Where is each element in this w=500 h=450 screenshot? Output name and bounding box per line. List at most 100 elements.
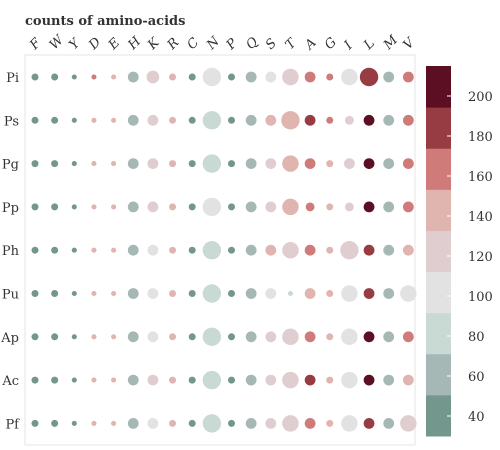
dot xyxy=(305,202,315,212)
dot xyxy=(31,333,39,341)
dot xyxy=(188,73,196,81)
dot xyxy=(31,160,39,168)
dot xyxy=(383,288,395,299)
dot xyxy=(265,288,277,299)
dot xyxy=(228,203,235,211)
dot xyxy=(400,285,417,302)
colorbar-tick-label: 100 xyxy=(468,290,493,305)
colorbar-band xyxy=(426,148,451,190)
dot xyxy=(363,418,375,429)
dot xyxy=(265,331,277,343)
dot xyxy=(127,244,139,256)
dot xyxy=(282,328,299,346)
dot xyxy=(282,415,299,432)
dot xyxy=(51,246,59,254)
dot xyxy=(111,204,117,210)
dot xyxy=(169,376,177,384)
row-label: Pi xyxy=(6,71,19,86)
dot xyxy=(188,203,196,211)
dot xyxy=(91,247,97,253)
column-label: M xyxy=(380,32,401,53)
dot xyxy=(31,73,39,81)
dot xyxy=(245,71,257,83)
dot xyxy=(383,244,395,256)
dot xyxy=(31,290,39,297)
colorbar-band xyxy=(426,107,451,149)
dot xyxy=(265,114,277,126)
dot xyxy=(127,158,139,170)
colorbar-band xyxy=(426,66,451,108)
dot xyxy=(402,374,414,386)
dot xyxy=(147,114,159,126)
dot xyxy=(146,70,160,84)
row-label: Ap xyxy=(0,331,19,346)
dot xyxy=(282,68,299,86)
dot xyxy=(326,73,334,81)
dot xyxy=(383,201,395,213)
dot xyxy=(51,333,59,341)
dot xyxy=(326,203,334,211)
dot xyxy=(282,155,299,172)
dot xyxy=(304,158,316,170)
dot xyxy=(326,116,334,124)
dot xyxy=(265,158,277,170)
dot xyxy=(169,290,177,297)
dot xyxy=(402,244,414,256)
dot xyxy=(341,371,358,389)
row-label: Pg xyxy=(2,158,19,173)
column-label: V xyxy=(401,34,419,52)
colorbar-tick-label: 200 xyxy=(468,90,493,105)
column-label: E xyxy=(105,35,123,53)
column-label: L xyxy=(361,36,378,53)
dot xyxy=(71,290,77,297)
dot xyxy=(202,327,222,346)
dot xyxy=(245,201,257,213)
dot xyxy=(341,68,358,86)
dot xyxy=(71,420,77,426)
dot xyxy=(383,158,395,170)
dot xyxy=(304,244,316,256)
dot xyxy=(341,328,358,346)
column-label: C xyxy=(184,35,202,53)
dot xyxy=(71,377,77,383)
column-label: R xyxy=(164,35,182,53)
column-label: F xyxy=(27,35,45,53)
dot xyxy=(111,247,117,253)
dot xyxy=(363,331,375,343)
dot xyxy=(383,374,395,386)
dot xyxy=(91,290,97,297)
colorbar-tick-label: 140 xyxy=(468,210,493,225)
dot xyxy=(245,374,257,386)
dot xyxy=(228,160,235,168)
dot xyxy=(228,290,235,297)
dot xyxy=(127,288,139,299)
dot xyxy=(228,73,235,81)
dot xyxy=(359,67,379,87)
column-label: S xyxy=(263,36,280,53)
dot xyxy=(341,285,358,302)
dot xyxy=(344,158,355,170)
dot xyxy=(383,114,395,126)
dot xyxy=(326,333,334,341)
dot xyxy=(169,203,177,211)
dot xyxy=(91,74,97,80)
dot xyxy=(326,246,334,254)
dot xyxy=(402,158,414,170)
dot xyxy=(71,204,77,210)
dot xyxy=(265,418,277,429)
dot xyxy=(363,201,375,213)
dot xyxy=(402,71,414,83)
column-label: P xyxy=(223,36,241,54)
dot xyxy=(31,203,39,211)
colorbar-tick-label: 80 xyxy=(468,330,485,345)
dot-grid xyxy=(31,67,417,433)
dot xyxy=(304,418,316,429)
dot xyxy=(111,334,117,340)
colorbar-tick-label: 160 xyxy=(468,170,493,185)
colorbar-band xyxy=(426,394,451,437)
colorbar-tick-label: 40 xyxy=(468,410,485,425)
row-label: Ac xyxy=(1,374,19,389)
dot xyxy=(363,288,375,299)
column-label: D xyxy=(85,34,104,53)
dot xyxy=(111,74,117,80)
